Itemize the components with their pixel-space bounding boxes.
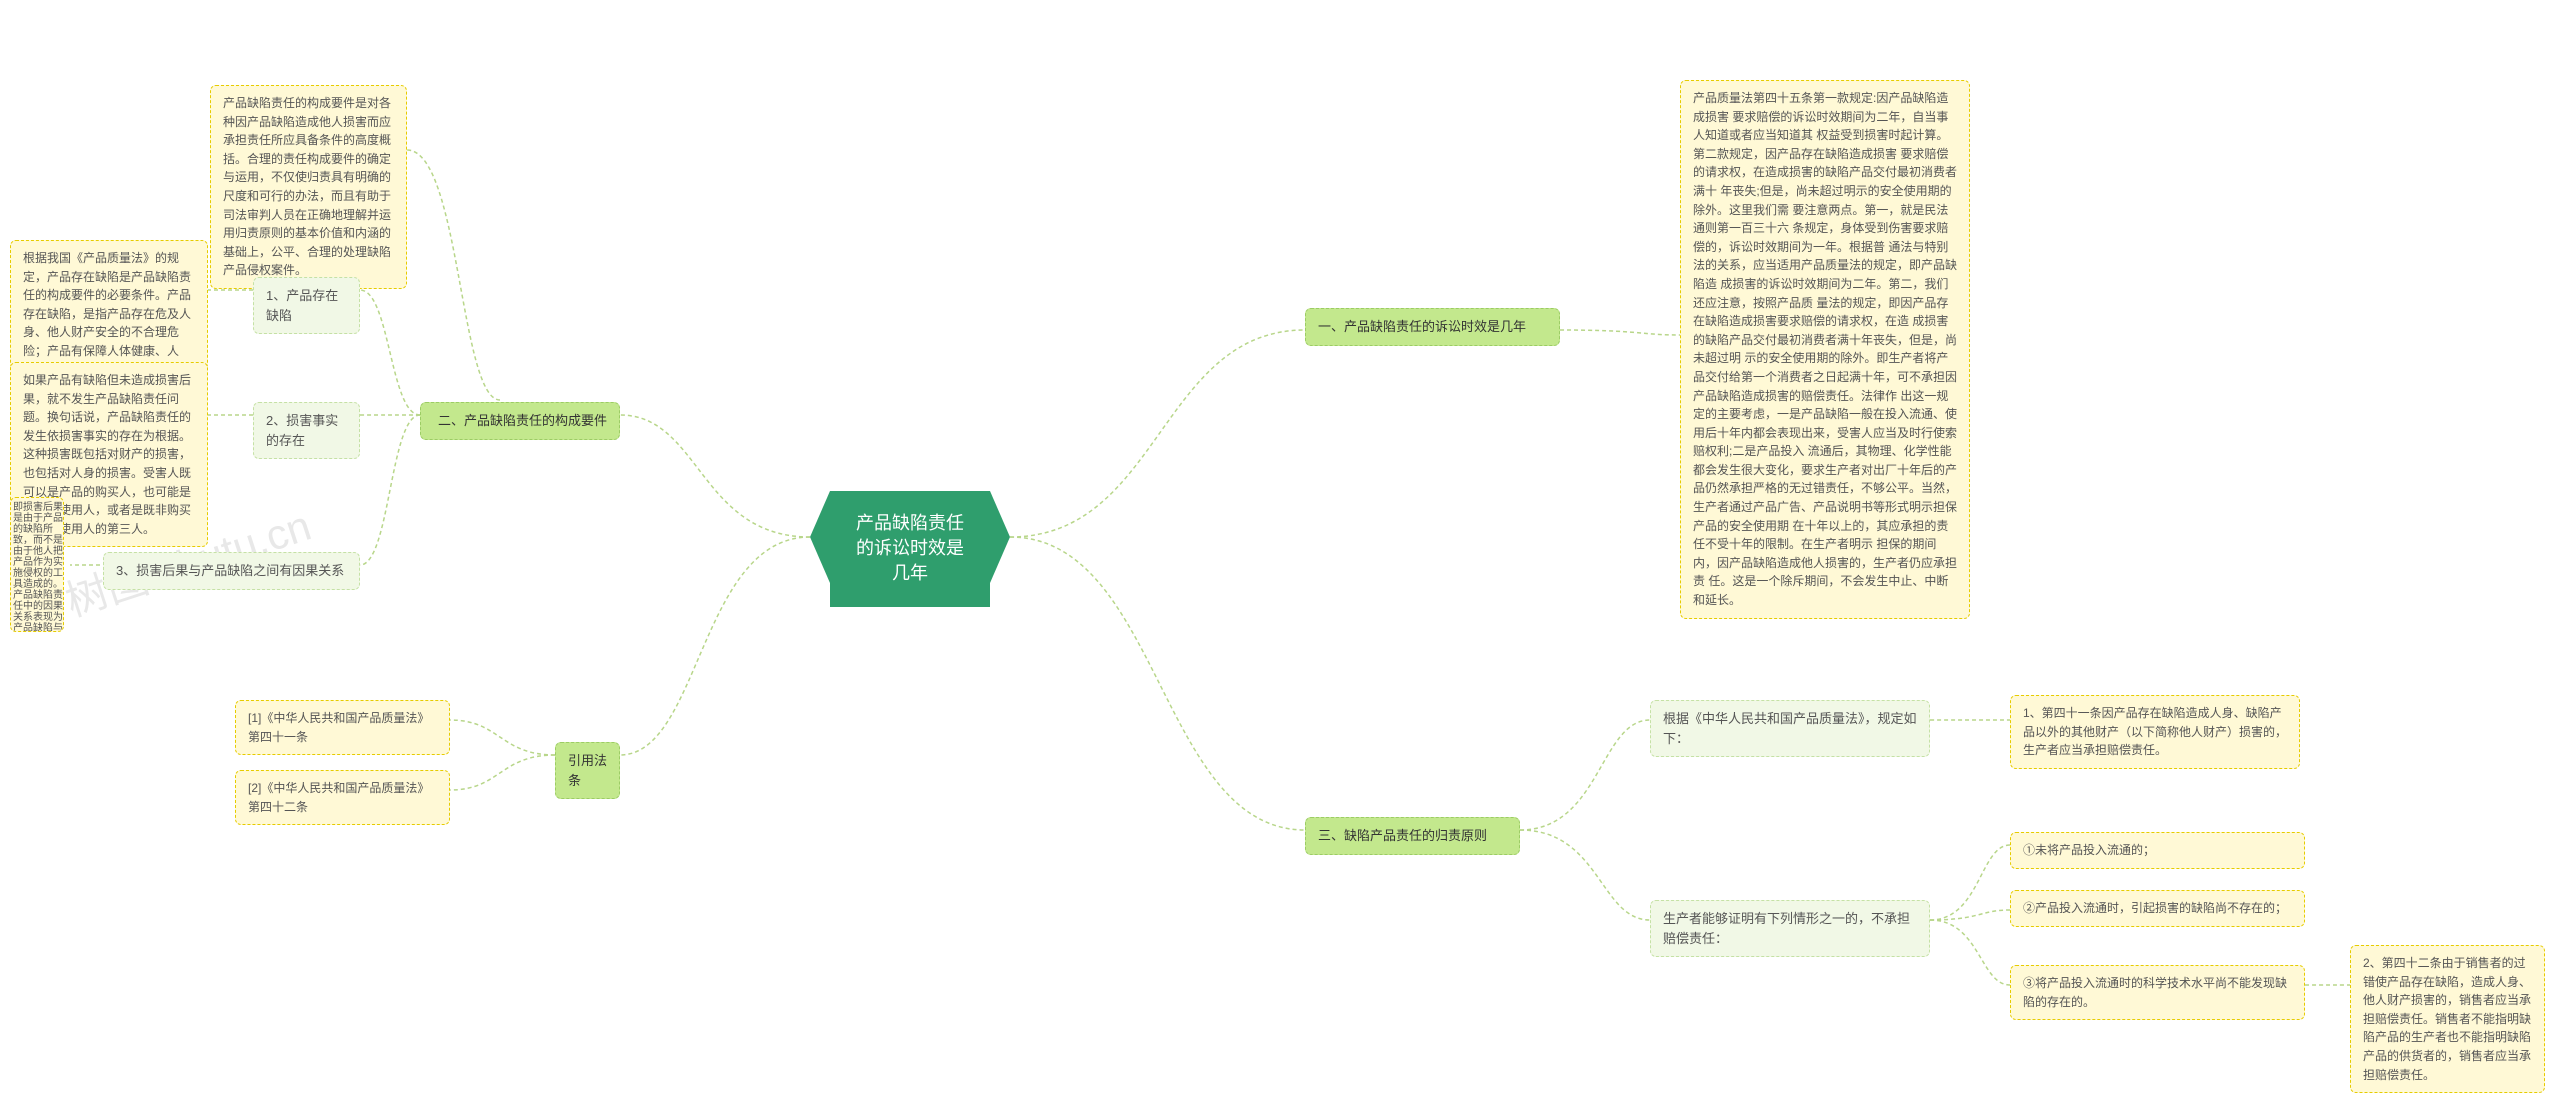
branch-2-intro-text: 产品缺陷责任的构成要件是对各种因产品缺陷造成他人损害而应承担责任所应具备条件的高…	[223, 96, 391, 277]
branch-1-detail: 产品质量法第四十五条第一款规定:因产品缺陷造成损害 要求赔偿的诉讼时效期间为二年…	[1680, 80, 1970, 619]
ref-1: [1]《中华人民共和国产品质量法》 第四十一条	[235, 700, 450, 755]
branch-3-label: 三、缺陷产品责任的归责原则	[1318, 828, 1487, 843]
b2-item-2-label: 2、损害事实的存在	[266, 413, 338, 448]
branch-2: 二、产品缺陷责任的构成要件	[420, 402, 620, 440]
branch-3-law-intro-text: 根据《中华人民共和国产品质量法》，规定如下：	[1663, 711, 1917, 746]
b2-item-3-label: 3、损害后果与产品缺陷之间有因果关系	[116, 563, 344, 578]
branch-4-label: 引用法条	[568, 753, 607, 788]
art42: 2、第四十二条由于销售者的过错使产品存在缺陷，造成人身、他人财产损害的，销售者应…	[2350, 945, 2545, 1093]
b2-item-3-detail-text: 即损害后果是由于产品的缺陷所致，而不是由于他人把产品作为实施侵权的工具造成的。产…	[13, 502, 63, 632]
defense-2-text: ②产品投入流通时，引起损害的缺陷尚不存在的；	[2023, 901, 2287, 915]
b2-item-2: 2、损害事实的存在	[253, 402, 360, 459]
branch-4: 引用法条	[555, 742, 620, 799]
producer-defense-text: 生产者能够证明有下列情形之一的，不承担赔偿责任：	[1663, 911, 1910, 946]
defense-3-text: ③将产品投入流通时的科学技术水平尚不能发现缺陷的存在的。	[2023, 976, 2287, 1009]
defense-3: ③将产品投入流通时的科学技术水平尚不能发现缺陷的存在的。	[2010, 965, 2305, 1020]
defense-1: ①未将产品投入流通的；	[2010, 832, 2305, 869]
root-node: 产品缺陷责任的诉讼时效是几年	[830, 491, 990, 607]
art42-text: 2、第四十二条由于销售者的过错使产品存在缺陷，造成人身、他人财产损害的，销售者应…	[2363, 956, 2531, 1082]
b2-item-1: 1、产品存在缺陷	[253, 277, 360, 334]
branch-1: 一、产品缺陷责任的诉讼时效是几年	[1305, 308, 1560, 346]
branch-2-intro: 产品缺陷责任的构成要件是对各种因产品缺陷造成他人损害而应承担责任所应具备条件的高…	[210, 85, 407, 289]
root-title: 产品缺陷责任的诉讼时效是几年	[856, 513, 964, 583]
b2-item-3-detail: 即损害后果是由于产品的缺陷所致，而不是由于他人把产品作为实施侵权的工具造成的。产…	[10, 497, 64, 632]
defense-1-text: ①未将产品投入流通的；	[2023, 843, 2155, 857]
b2-item-3: 3、损害后果与产品缺陷之间有因果关系	[103, 552, 360, 590]
art41-text: 1、第四十一条因产品存在缺陷造成人身、缺陷产品以外的其他财产（以下简称他人财产）…	[2023, 706, 2287, 757]
ref-2: [2]《中华人民共和国产品质量法》 第四十二条	[235, 770, 450, 825]
branch-1-detail-text: 产品质量法第四十五条第一款规定:因产品缺陷造成损害 要求赔偿的诉讼时效期间为二年…	[1693, 91, 1957, 607]
producer-defense: 生产者能够证明有下列情形之一的，不承担赔偿责任：	[1650, 900, 1930, 957]
b2-item-1-label: 1、产品存在缺陷	[266, 288, 338, 323]
art41: 1、第四十一条因产品存在缺陷造成人身、缺陷产品以外的其他财产（以下简称他人财产）…	[2010, 695, 2300, 769]
branch-3: 三、缺陷产品责任的归责原则	[1305, 817, 1520, 855]
defense-2: ②产品投入流通时，引起损害的缺陷尚不存在的；	[2010, 890, 2305, 927]
branch-2-label: 二、产品缺陷责任的构成要件	[438, 413, 607, 428]
branch-3-law-intro: 根据《中华人民共和国产品质量法》，规定如下：	[1650, 700, 1930, 757]
ref-1-text: [1]《中华人民共和国产品质量法》 第四十一条	[248, 711, 429, 744]
branch-1-label: 一、产品缺陷责任的诉讼时效是几年	[1318, 319, 1526, 334]
ref-2-text: [2]《中华人民共和国产品质量法》 第四十二条	[248, 781, 429, 814]
